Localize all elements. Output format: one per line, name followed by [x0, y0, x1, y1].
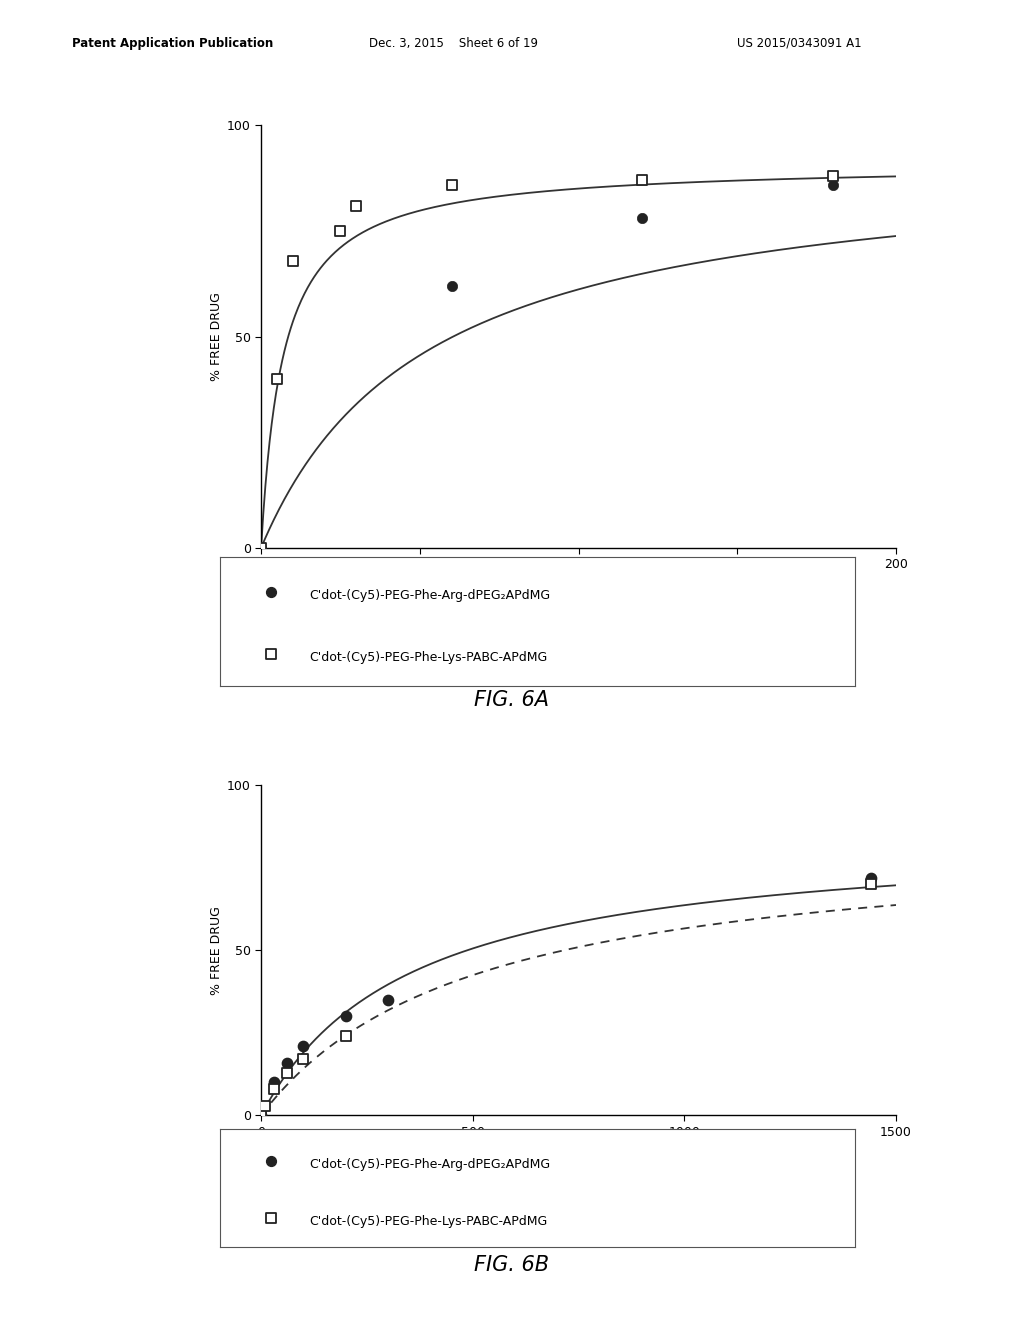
Point [253, 1105, 269, 1126]
Point [348, 195, 365, 216]
Point [338, 1006, 354, 1027]
Point [443, 276, 460, 297]
Point [263, 581, 280, 602]
Point [824, 165, 841, 186]
Y-axis label: % FREE DRUG: % FREE DRUG [210, 292, 222, 381]
Point [257, 1096, 273, 1117]
Point [265, 1072, 282, 1093]
Y-axis label: % FREE DRUG: % FREE DRUG [210, 906, 222, 995]
Text: C'dot-(Cy5)-PEG-Phe-Arg-dPEG₂APdMG: C'dot-(Cy5)-PEG-Phe-Arg-dPEG₂APdMG [309, 589, 550, 602]
Point [634, 207, 650, 228]
Point [862, 867, 879, 888]
Point [263, 643, 280, 664]
Point [338, 1026, 354, 1047]
Point [268, 368, 285, 389]
Point [253, 1105, 269, 1126]
Point [862, 874, 879, 895]
Text: FIG. 6A: FIG. 6A [474, 690, 550, 710]
Point [332, 220, 348, 242]
Point [824, 174, 841, 195]
Point [634, 170, 650, 191]
Text: FIG. 6B: FIG. 6B [474, 1255, 550, 1275]
Point [443, 174, 460, 195]
Text: C'dot-(Cy5)-PEG-Phe-Lys-PABC-APdMG: C'dot-(Cy5)-PEG-Phe-Lys-PABC-APdMG [309, 652, 547, 664]
Text: C'dot-(Cy5)-PEG-Phe-Arg-dPEG₂APdMG: C'dot-(Cy5)-PEG-Phe-Arg-dPEG₂APdMG [309, 1158, 550, 1171]
Text: C'dot-(Cy5)-PEG-Phe-Lys-PABC-APdMG: C'dot-(Cy5)-PEG-Phe-Lys-PABC-APdMG [309, 1214, 547, 1228]
Point [263, 1150, 280, 1171]
Point [265, 1078, 282, 1100]
Point [279, 1061, 295, 1082]
Point [295, 1035, 311, 1056]
X-axis label: TIME (min): TIME (min) [542, 577, 615, 591]
Point [295, 1048, 311, 1069]
Text: Dec. 3, 2015    Sheet 6 of 19: Dec. 3, 2015 Sheet 6 of 19 [369, 37, 538, 50]
Point [285, 249, 301, 271]
X-axis label: TIME (min): TIME (min) [542, 1144, 615, 1159]
Text: Patent Application Publication: Patent Application Publication [72, 37, 273, 50]
Point [279, 1052, 295, 1073]
Text: US 2015/0343091 A1: US 2015/0343091 A1 [737, 37, 862, 50]
Point [380, 990, 396, 1011]
Point [263, 1206, 280, 1228]
Point [253, 537, 269, 558]
Point [253, 537, 269, 558]
